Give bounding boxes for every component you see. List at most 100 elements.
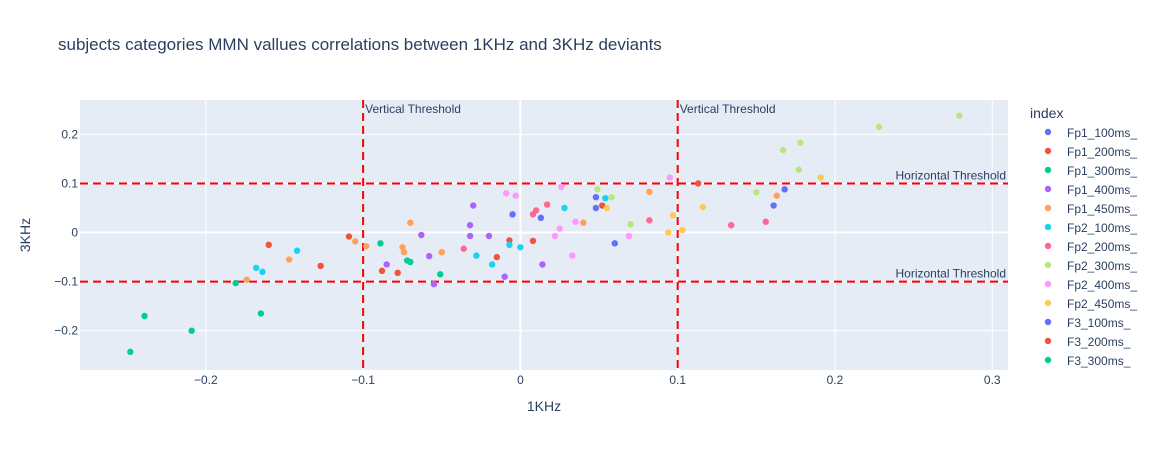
data-point — [470, 202, 477, 209]
data-point — [537, 214, 545, 222]
data-point — [466, 221, 474, 229]
legend-label: Fp1_400ms_ — [1067, 183, 1137, 197]
legend-item[interactable]: F3_200ms_ — [1044, 335, 1131, 349]
legend-marker — [1044, 261, 1052, 269]
data-point — [188, 327, 195, 334]
x-tick-label: 0.2 — [827, 373, 844, 387]
legend-item[interactable]: Fp1_200ms_ — [1044, 145, 1138, 159]
data-point — [257, 310, 265, 317]
data-point — [753, 189, 760, 196]
legend-item[interactable]: Fp2_300ms_ — [1044, 259, 1138, 273]
data-point — [285, 256, 293, 263]
y-axis-ticks: −0.2 −0.1 0 0.1 0.2 — [54, 127, 78, 337]
data-point — [430, 280, 438, 288]
data-point — [580, 219, 587, 226]
data-point — [956, 112, 963, 119]
legend-marker — [1044, 280, 1052, 288]
data-point — [602, 194, 609, 202]
data-point — [679, 226, 686, 234]
x-tick-label: −0.2 — [194, 373, 218, 387]
data-point — [377, 240, 384, 247]
data-point — [627, 221, 634, 228]
data-point — [466, 232, 474, 240]
y-axis-label: 3KHz — [17, 218, 33, 252]
data-point — [425, 252, 433, 260]
legend-marker — [1044, 299, 1052, 307]
legend-marker — [1044, 185, 1052, 193]
data-points — [127, 112, 963, 356]
data-point — [779, 146, 787, 154]
legend-item[interactable]: Fp2_450ms_ — [1044, 297, 1138, 311]
data-point — [141, 312, 148, 320]
legend-item[interactable]: Fp1_400ms_ — [1044, 183, 1138, 197]
data-point — [529, 237, 537, 245]
data-point — [727, 221, 735, 229]
data-point — [501, 273, 508, 280]
legend-item[interactable]: Fp2_400ms_ — [1044, 278, 1138, 292]
data-point — [394, 269, 401, 276]
x-tick-label: −0.1 — [351, 373, 375, 387]
x-tick-label: 0 — [517, 373, 524, 387]
data-point — [561, 204, 568, 212]
data-point — [611, 240, 618, 247]
data-point — [127, 348, 134, 356]
horizontal-threshold-label: Horizontal Threshold — [895, 267, 1006, 281]
data-point — [646, 188, 653, 195]
legend-item[interactable]: Fp2_100ms_ — [1044, 221, 1138, 235]
data-point — [817, 174, 825, 181]
legend-item[interactable]: F3_100ms_ — [1044, 316, 1131, 330]
vertical-threshold-label: Vertical Threshold — [365, 102, 461, 116]
legend-label: Fp2_450ms_ — [1067, 297, 1137, 311]
legend-item[interactable]: Fp1_100ms_ — [1044, 126, 1138, 140]
data-point — [795, 166, 803, 173]
data-point — [503, 190, 510, 197]
legend-item[interactable]: Fp1_450ms_ — [1044, 202, 1138, 216]
data-point — [506, 237, 513, 244]
data-point — [363, 243, 370, 250]
data-point — [418, 231, 425, 239]
data-point — [762, 218, 769, 225]
data-point — [400, 248, 408, 256]
legend-marker — [1044, 223, 1052, 231]
legend-label: Fp1_200ms_ — [1067, 145, 1137, 159]
horizontal-threshold-label: Horizontal Threshold — [895, 168, 1006, 182]
data-point — [399, 244, 406, 251]
data-point — [407, 258, 414, 266]
x-tick-label: 0.1 — [669, 373, 686, 387]
legend-label: Fp2_300ms_ — [1067, 259, 1137, 273]
data-point — [594, 186, 601, 193]
data-point — [473, 252, 480, 259]
data-point — [598, 202, 606, 209]
legend-item[interactable]: Fp1_300ms_ — [1044, 164, 1138, 178]
legend-marker — [1044, 318, 1052, 326]
legend-item[interactable]: F3_300ms_ — [1044, 354, 1131, 368]
data-point — [512, 192, 519, 199]
x-axis-ticks: −0.2 −0.1 0 0.1 0.2 0.3 — [194, 373, 1001, 387]
legend-label: F3_300ms_ — [1067, 354, 1131, 368]
legend-item[interactable]: Fp2_200ms_ — [1044, 240, 1138, 254]
data-point — [773, 192, 780, 199]
legend-label: Fp1_100ms_ — [1067, 126, 1137, 140]
data-point — [551, 232, 559, 240]
data-point — [569, 252, 576, 259]
data-point — [317, 262, 324, 270]
legend-label: F3_100ms_ — [1067, 316, 1131, 330]
data-point — [383, 261, 390, 268]
x-tick-label: 0.3 — [984, 373, 1001, 387]
data-point — [252, 264, 260, 272]
data-point — [243, 276, 250, 283]
legend-label: Fp2_200ms_ — [1067, 240, 1137, 254]
data-point — [556, 225, 563, 232]
data-point — [608, 194, 615, 201]
x-axis-label: 1KHz — [527, 398, 561, 414]
plot-area — [80, 100, 1008, 370]
legend[interactable]: index Fp1_100ms_ Fp1_200ms_ Fp1_300ms_ Fp1_… — [1030, 105, 1137, 368]
data-point — [699, 203, 707, 211]
data-point — [592, 204, 600, 212]
data-point — [539, 261, 546, 268]
data-point — [529, 211, 537, 218]
legend-label: Fp1_450ms_ — [1067, 202, 1137, 216]
data-point — [352, 238, 359, 245]
vertical-threshold-label: Vertical Threshold — [680, 102, 776, 116]
y-tick-label: 0.1 — [61, 176, 78, 190]
